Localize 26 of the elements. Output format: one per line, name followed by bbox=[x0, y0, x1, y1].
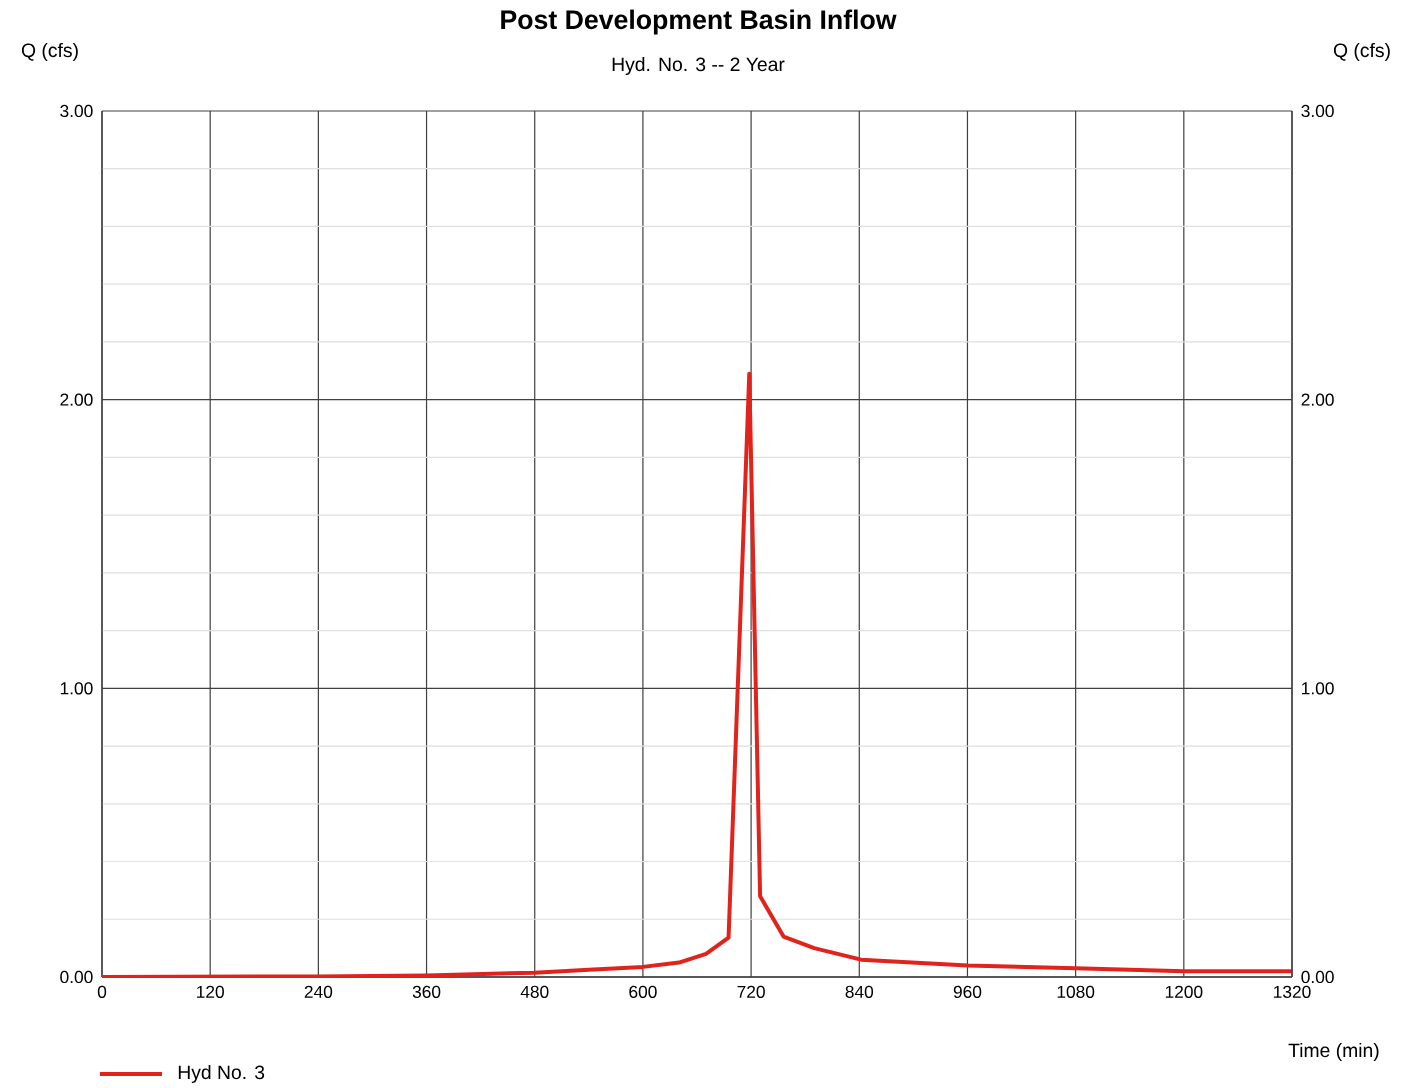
y-tick-label: 3.00 bbox=[60, 104, 93, 118]
x-tick-label: 360 bbox=[412, 985, 441, 998]
y-tick-label: 1.00 bbox=[60, 682, 93, 695]
x-tick-label: 1200 bbox=[1165, 985, 1203, 998]
x-tick-label: 120 bbox=[197, 985, 224, 998]
x-tick-label: 1320 bbox=[1274, 985, 1311, 998]
chart-title: Post Development Basin Inflow bbox=[501, 9, 897, 35]
y2-tick-label: 2.00 bbox=[1301, 393, 1334, 406]
legend-label: Hyd No. 3 bbox=[178, 1064, 265, 1083]
x-tick-label: 480 bbox=[520, 985, 549, 998]
y-tick-label: 0.00 bbox=[60, 970, 93, 984]
x-tick-label: 0 bbox=[97, 985, 107, 998]
y-axis-title: Q (cfs) bbox=[21, 42, 78, 61]
x-tick-label: 960 bbox=[953, 985, 982, 998]
y-tick-label: 2.00 bbox=[60, 393, 93, 406]
chart-subtitle: Hyd. No. 3 -- 2 Year bbox=[612, 56, 785, 75]
x-axis-title: Time (min) bbox=[1288, 1042, 1379, 1061]
y2-axis-title: Q (cfs) bbox=[1333, 42, 1390, 61]
y2-tick-label: 0.00 bbox=[1301, 970, 1334, 984]
x-tick-label: 840 bbox=[845, 985, 874, 998]
x-tick-label: 1080 bbox=[1057, 985, 1095, 998]
y2-tick-label: 1.00 bbox=[1302, 682, 1334, 695]
x-tick-label: 600 bbox=[629, 985, 657, 998]
x-tick-label: 720 bbox=[737, 985, 765, 998]
x-tick-label: 240 bbox=[304, 985, 333, 998]
y2-tick-label: 3.00 bbox=[1301, 104, 1334, 118]
